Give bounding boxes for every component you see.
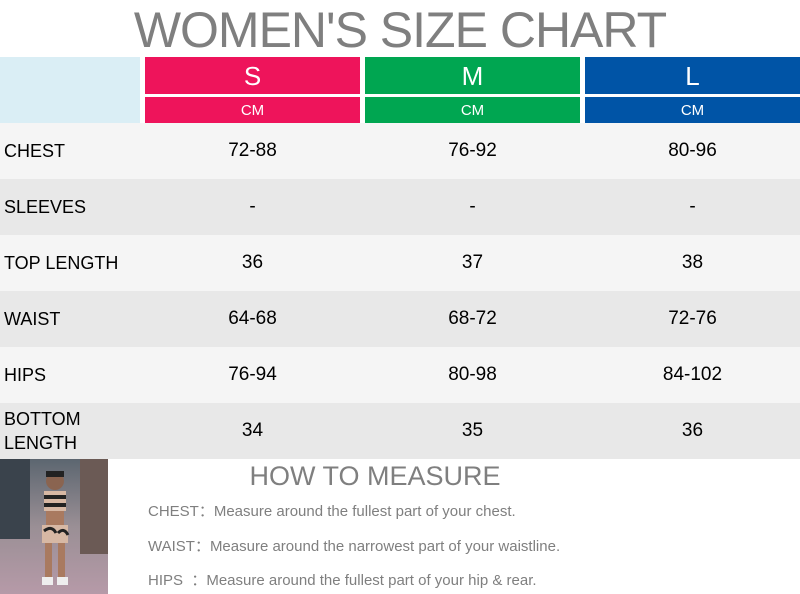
table-cell: - bbox=[469, 196, 476, 217]
table-cell: 76-94 bbox=[228, 364, 277, 385]
unit-header: CM bbox=[145, 97, 360, 123]
row-label: WAIST bbox=[4, 309, 61, 329]
table-row: CHEST 72-88 76-92 80-96 bbox=[0, 123, 800, 179]
table-cell: 37 bbox=[461, 252, 484, 273]
row-label: SLEEVES bbox=[4, 197, 87, 217]
table-cell: 72-88 bbox=[228, 140, 277, 161]
table-row: TOP LENGTH 36 37 38 bbox=[0, 235, 800, 291]
row-label: TOP LENGTH bbox=[4, 253, 119, 273]
table-row: WAIST 64-68 68-72 72-76 bbox=[0, 291, 800, 347]
table-cell: - bbox=[689, 196, 696, 217]
how-to-measure-title: HOW TO MEASURE bbox=[249, 461, 501, 491]
unit-header: CM bbox=[365, 97, 580, 123]
header-blank-cell bbox=[0, 57, 140, 123]
tip-waist: WAIST：Measure around the narrowest part … bbox=[148, 538, 561, 555]
table-cell: 80-96 bbox=[668, 140, 717, 161]
row-label: HIPS bbox=[4, 365, 47, 385]
table-cell: 36 bbox=[681, 420, 704, 441]
page-title: WOMEN'S SIZE CHART bbox=[133, 2, 667, 58]
size-header-m: M bbox=[365, 57, 580, 94]
table-cell: 35 bbox=[461, 420, 484, 441]
table-cell: 76-92 bbox=[448, 140, 497, 161]
table-cell: 72-76 bbox=[668, 308, 717, 329]
table-cell: 80-98 bbox=[448, 364, 497, 385]
table-cell: - bbox=[249, 196, 256, 217]
size-header-s: S bbox=[145, 57, 360, 94]
table-cell: 64-68 bbox=[228, 308, 277, 329]
table-cell: 34 bbox=[241, 420, 264, 441]
table-cell: 68-72 bbox=[448, 308, 497, 329]
table-row: HIPS 76-94 80-98 84-102 bbox=[0, 347, 800, 403]
model-photo bbox=[0, 459, 108, 594]
row-label: CHEST bbox=[4, 141, 66, 161]
size-header-l: L bbox=[585, 57, 800, 94]
unit-header: CM bbox=[585, 97, 800, 123]
table-row: SLEEVES - - - bbox=[0, 179, 800, 235]
tip-chest: CHEST：Measure around the fullest part of… bbox=[148, 503, 516, 520]
table-row: BOTTOM LENGTH 34 35 36 bbox=[0, 403, 800, 459]
table-cell: 38 bbox=[681, 252, 704, 273]
table-cell: 84-102 bbox=[662, 364, 723, 385]
tip-hips: HIPS ：Measure around the fullest part of… bbox=[148, 572, 537, 589]
table-cell: 36 bbox=[241, 252, 264, 273]
row-label: BOTTOM LENGTH bbox=[4, 409, 81, 453]
